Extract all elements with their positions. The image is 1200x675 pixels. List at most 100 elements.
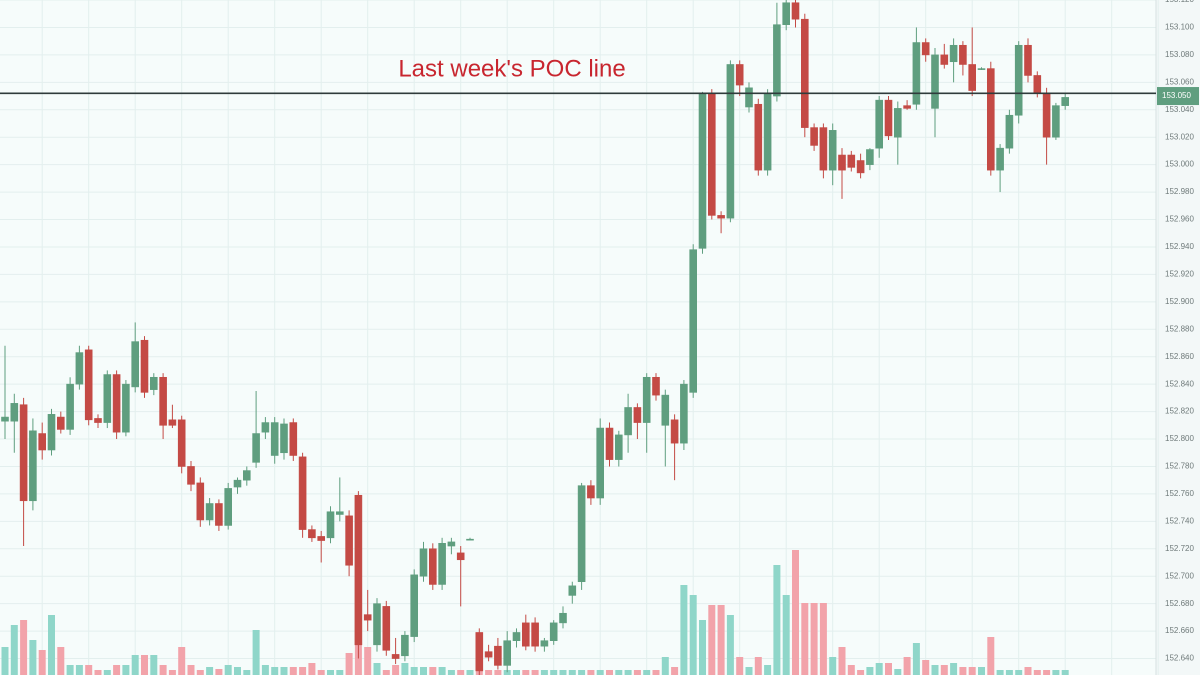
candle-body bbox=[103, 374, 112, 423]
volume-bar bbox=[317, 670, 325, 675]
candle-body bbox=[614, 434, 623, 460]
candle-body bbox=[838, 154, 846, 171]
volume-bar bbox=[819, 603, 827, 675]
volume-bar bbox=[671, 667, 679, 675]
candle-body bbox=[168, 419, 177, 426]
candle-body bbox=[735, 64, 744, 86]
candle-body bbox=[810, 127, 818, 146]
volume-bar bbox=[1015, 670, 1023, 675]
y-tick-label: 153.000 bbox=[1165, 160, 1194, 169]
volume-bar bbox=[550, 670, 558, 675]
volume-bar bbox=[940, 665, 948, 675]
volume-bar bbox=[364, 647, 372, 675]
volume-bar bbox=[875, 663, 883, 675]
volume-bar bbox=[513, 670, 520, 675]
candle-body bbox=[252, 433, 260, 463]
candle-body bbox=[484, 651, 493, 658]
volume-bar bbox=[736, 657, 744, 675]
candle-body bbox=[866, 149, 874, 165]
volume-bar bbox=[606, 670, 613, 675]
y-tick-label: 152.900 bbox=[1165, 297, 1194, 306]
candle-body bbox=[354, 494, 363, 646]
candle-body bbox=[10, 403, 19, 422]
candle-body bbox=[847, 154, 856, 168]
volume-bar bbox=[10, 625, 18, 675]
volume-bar bbox=[168, 670, 176, 675]
volume-bar bbox=[38, 650, 46, 675]
y-tick-label: 153.120 bbox=[1165, 0, 1194, 4]
volume-bar bbox=[810, 603, 818, 675]
candle-body bbox=[791, 2, 800, 20]
volume-bar bbox=[308, 663, 316, 675]
volume-bar bbox=[234, 667, 241, 675]
candle-body bbox=[559, 612, 567, 624]
volume-bar bbox=[122, 665, 130, 675]
volume-bar bbox=[764, 665, 772, 675]
volume-bar bbox=[717, 605, 725, 675]
y-tick-label: 152.640 bbox=[1165, 654, 1194, 663]
volume-bar bbox=[299, 667, 307, 675]
y-tick-label: 152.700 bbox=[1165, 571, 1194, 580]
candle-body bbox=[800, 18, 809, 128]
candle-body bbox=[289, 422, 298, 456]
candle-body bbox=[577, 485, 586, 583]
candle-body bbox=[819, 127, 828, 171]
volume-bar bbox=[382, 670, 390, 675]
y-tick-label: 153.020 bbox=[1165, 132, 1194, 141]
candle-body bbox=[419, 548, 428, 577]
candle-body bbox=[670, 419, 679, 444]
y-tick-label: 152.660 bbox=[1165, 626, 1194, 635]
volume-bar bbox=[996, 670, 1004, 675]
y-tick-label: 152.840 bbox=[1165, 379, 1194, 388]
volume-bar bbox=[224, 665, 232, 675]
y-tick-label: 152.820 bbox=[1165, 407, 1194, 416]
volume-bar bbox=[466, 670, 474, 675]
volume-bar bbox=[150, 655, 158, 675]
candle-body bbox=[652, 376, 660, 396]
price-axis-bg bbox=[1156, 0, 1200, 675]
volume-bar bbox=[113, 665, 121, 675]
candle-body bbox=[140, 339, 149, 393]
candle-body bbox=[456, 552, 465, 561]
candle-body bbox=[912, 42, 921, 105]
volume-bar bbox=[745, 667, 753, 675]
volume-bar bbox=[699, 620, 706, 675]
volume-bar bbox=[1024, 667, 1032, 675]
volume-bar bbox=[912, 643, 920, 675]
candle-body bbox=[150, 376, 158, 390]
candle-body bbox=[401, 634, 409, 657]
volume-bar bbox=[410, 667, 418, 675]
volume-bar bbox=[680, 585, 688, 675]
candle-body bbox=[196, 482, 205, 521]
candle-body bbox=[707, 92, 716, 216]
candle-body bbox=[243, 470, 251, 481]
y-tick-label: 152.980 bbox=[1165, 187, 1194, 196]
volume-bar bbox=[987, 637, 995, 675]
volume-bar bbox=[689, 595, 697, 675]
volume-bar bbox=[726, 615, 734, 675]
candle-body bbox=[224, 488, 232, 526]
volume-bar bbox=[289, 667, 297, 675]
volume-bar bbox=[1, 647, 9, 675]
volume-bar bbox=[782, 595, 790, 675]
y-tick-label: 152.940 bbox=[1165, 242, 1194, 251]
volume-bar bbox=[568, 670, 576, 675]
volume-bar bbox=[75, 665, 83, 675]
y-tick-label: 152.720 bbox=[1165, 544, 1194, 553]
candle-body bbox=[1061, 97, 1069, 106]
volume-bar bbox=[215, 669, 223, 675]
candle-body bbox=[428, 548, 437, 585]
candle-body bbox=[587, 485, 595, 499]
volume-bar bbox=[261, 665, 269, 675]
volume-bar bbox=[866, 667, 874, 675]
candle-body bbox=[745, 87, 753, 108]
volume-bar bbox=[271, 667, 279, 675]
volume-bar bbox=[485, 670, 493, 675]
volume-bar bbox=[968, 667, 976, 675]
candle-body bbox=[335, 511, 344, 515]
candle-body bbox=[373, 603, 381, 646]
candle-body bbox=[159, 376, 167, 426]
y-tick-label: 153.060 bbox=[1165, 77, 1194, 86]
candle-body bbox=[633, 407, 642, 423]
